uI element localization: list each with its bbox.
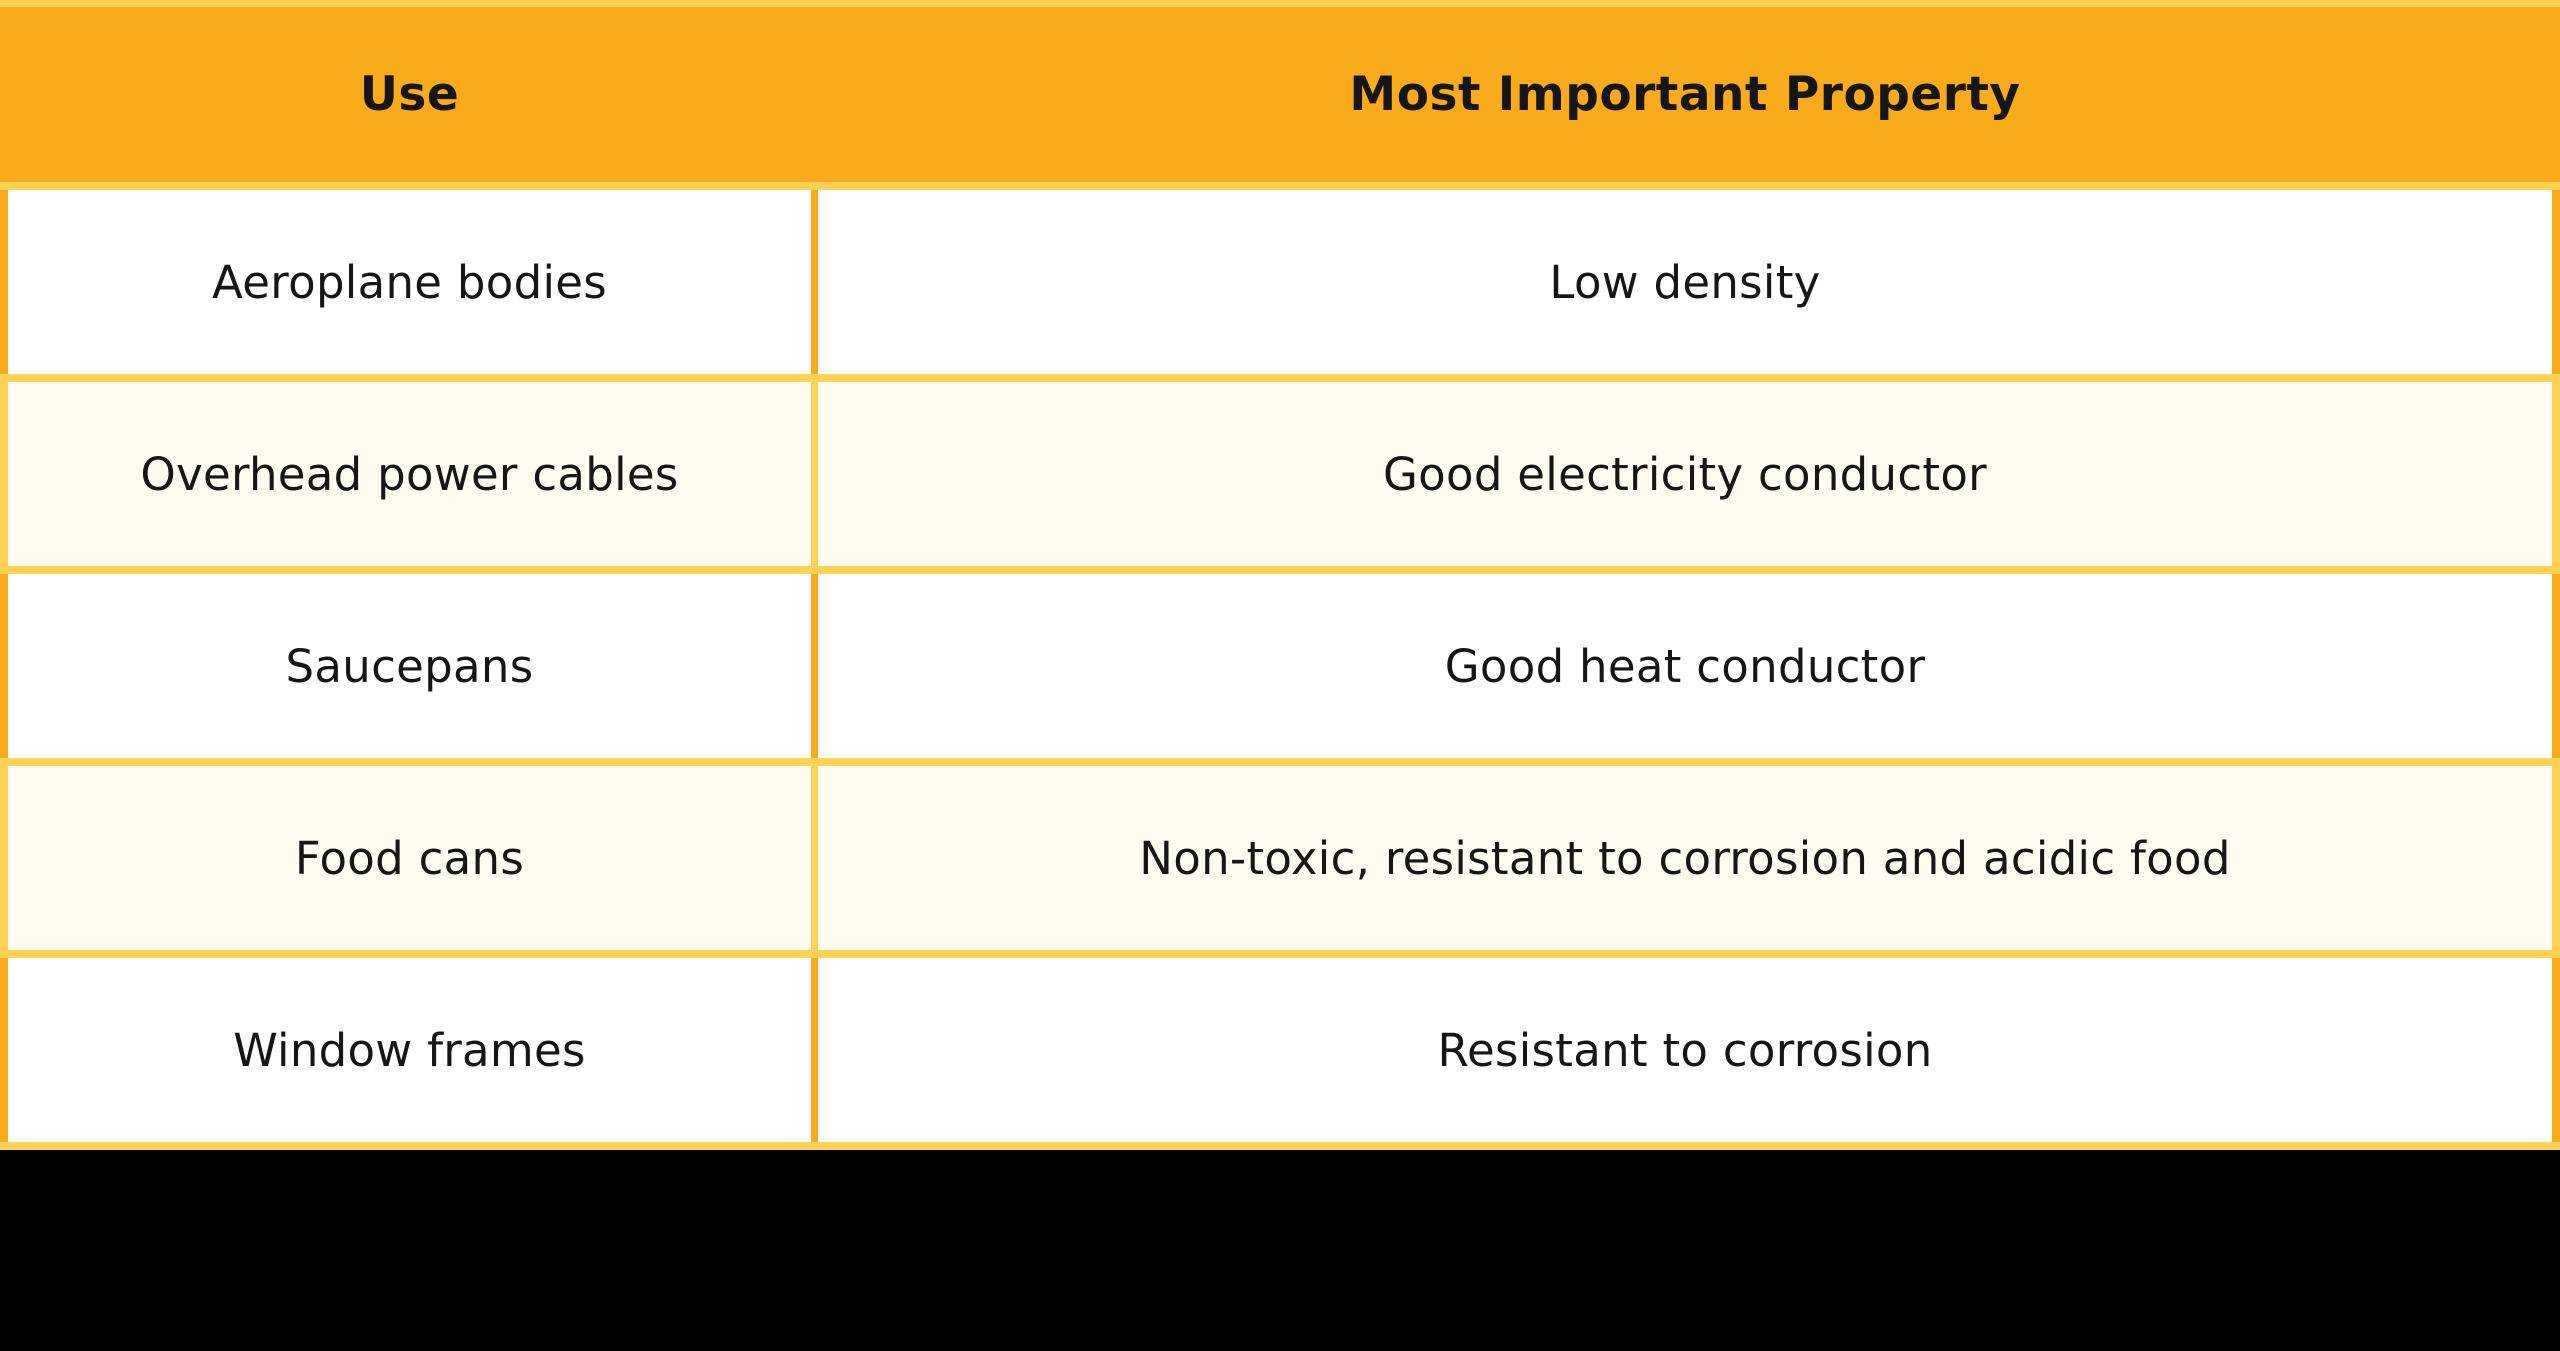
table-row: Food cans Non-toxic, resistant to corros… bbox=[0, 766, 2560, 958]
property-cell: Non-toxic, resistant to corrosion and ac… bbox=[818, 766, 2552, 950]
use-cell: Overhead power cables bbox=[8, 382, 811, 566]
header-cell-use: Use bbox=[359, 67, 460, 122]
use-cell: Aeroplane bodies bbox=[8, 190, 811, 374]
header-cell-property: Most Important Property bbox=[1349, 67, 2021, 122]
table-row: Overhead power cables Good electricity c… bbox=[0, 382, 2560, 574]
use-cell: Food cans bbox=[8, 766, 811, 950]
table-header-row: Use Most Important Property bbox=[0, 7, 2560, 190]
use-cell: Saucepans bbox=[8, 574, 811, 758]
property-cell: Good electricity conductor bbox=[818, 382, 2552, 566]
property-cell: Good heat conductor bbox=[818, 574, 2552, 758]
footer-bar bbox=[0, 1150, 2560, 1351]
use-cell: Window frames bbox=[8, 958, 811, 1142]
table-row: Aeroplane bodies Low density bbox=[0, 190, 2560, 382]
table-row: Saucepans Good heat conductor bbox=[0, 574, 2560, 766]
property-cell: Resistant to corrosion bbox=[818, 958, 2552, 1142]
properties-table: Use Most Important Property Aeroplane bo… bbox=[0, 0, 2560, 1150]
property-cell: Low density bbox=[818, 190, 2552, 374]
table-row: Window frames Resistant to corrosion bbox=[0, 958, 2560, 1150]
